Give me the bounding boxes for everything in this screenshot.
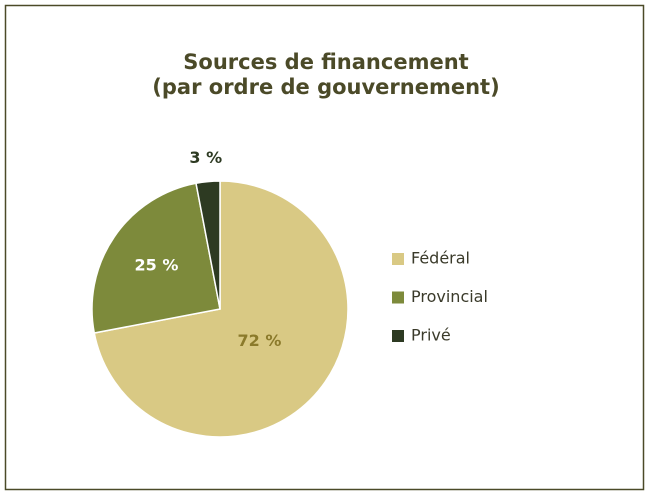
pie-slice (91, 182, 221, 334)
legend-label: Privé (411, 326, 451, 345)
legend-label: Fédéral (411, 249, 470, 268)
legend-swatch (392, 253, 404, 265)
legend-label: Provincial (411, 287, 488, 306)
data-label: 72 % (238, 331, 282, 350)
chart-title: Sources de financement (183, 50, 468, 74)
chart-title: (par ordre de gouvernement) (152, 75, 499, 99)
data-label: 3 % (189, 148, 222, 167)
legend-swatch (392, 330, 404, 342)
pie-slice (93, 180, 349, 438)
data-label: 25 % (135, 255, 179, 274)
pie-slice (195, 180, 221, 310)
legend-swatch (392, 291, 404, 304)
